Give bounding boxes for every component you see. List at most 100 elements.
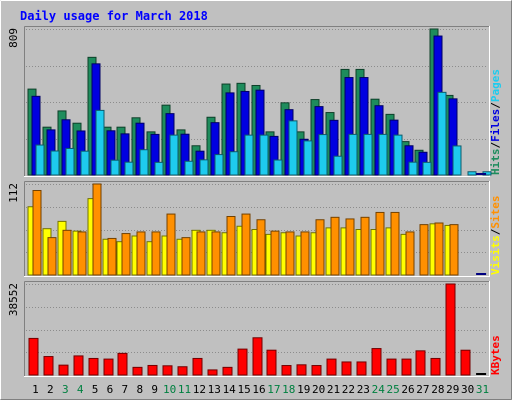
- bar-pages-day-13: [214, 154, 224, 176]
- bar-kbytes-day-25: [386, 358, 397, 376]
- bar-sites-day-10: [166, 213, 176, 276]
- bar-sites-day-16: [256, 219, 266, 276]
- bar-pages-day-25: [393, 134, 403, 176]
- bar-sites-day-19: [300, 231, 310, 276]
- bar-kbytes-day-17: [266, 349, 277, 376]
- bar-kbytes-day-10: [162, 365, 173, 376]
- x-tick-label: 1: [32, 383, 39, 396]
- bar-pages-day-11: [184, 160, 194, 176]
- bar-pages-day-30: [467, 171, 477, 176]
- bar-pages-day-8: [139, 149, 149, 176]
- bar-sites-day-15: [241, 213, 251, 276]
- x-tick-label: 10: [163, 383, 176, 396]
- bar-sites-day-2: [47, 237, 57, 276]
- x-tick-label: 16: [252, 383, 265, 396]
- bar-sites-day-22: [345, 218, 355, 276]
- bar-kbytes-day-5: [88, 357, 99, 376]
- x-tick-label: 7: [122, 383, 129, 396]
- x-tick-label: 15: [237, 383, 250, 396]
- x-tick-label: 20: [312, 383, 325, 396]
- x-tick-label: 23: [357, 383, 370, 396]
- bar-sites-day-14: [226, 216, 236, 276]
- bar-kbytes-day-18: [281, 365, 292, 376]
- bar-sites-day-4: [77, 231, 87, 276]
- bar-sites-day-3: [62, 229, 72, 276]
- legend-files: Files: [489, 109, 502, 142]
- x-tick-label: 24: [372, 383, 386, 396]
- x-tick-label: 28: [431, 383, 444, 396]
- bar-kbytes-day-9: [147, 364, 158, 376]
- bar-sites-day-5: [92, 183, 102, 276]
- x-axis-day-labels: 1 2 3 4 5 6 7 8 9 10 11 12 13 14 15 16 17 18 19 20 21 22 23 24 2…: [32, 383, 489, 396]
- x-tick-label: 17: [267, 383, 280, 396]
- bar-sites-day-11: [181, 237, 191, 276]
- panel-kbytes: 38552 KBytes: [7, 281, 502, 377]
- bar-sites-day-24: [375, 211, 385, 276]
- bar-day-31-marker: [476, 173, 487, 175]
- bar-kbytes-day-11: [177, 366, 188, 376]
- bar-sites-day-21: [330, 216, 340, 276]
- bar-kbytes-day-14: [222, 366, 233, 376]
- x-tick-label: 31: [476, 383, 489, 396]
- bar-kbytes-day-13: [207, 369, 218, 376]
- bar-sites-day-12: [196, 231, 206, 276]
- bar-kbytes-day-8: [132, 366, 143, 376]
- bar-kbytes-day-24: [371, 348, 382, 376]
- bar-pages-day-9: [154, 161, 164, 176]
- x-tick-label: 6: [107, 383, 114, 396]
- bar-pages-day-29: [452, 145, 462, 176]
- x-tick-label: 21: [327, 383, 340, 396]
- bar-pages-day-21: [333, 155, 343, 176]
- bar-sites-day-18: [285, 231, 295, 276]
- bar-kbytes-day-2: [43, 356, 54, 376]
- legend-hits: Hits: [489, 149, 502, 176]
- panel-legend: Visits/Sites: [489, 196, 502, 276]
- x-tick-label: 14: [223, 383, 237, 396]
- y-max-label: 112: [7, 183, 20, 203]
- x-tick-label: 12: [193, 383, 206, 396]
- bar-pages-day-17: [273, 159, 283, 176]
- bar-pages-day-26: [408, 161, 418, 176]
- x-tick-label: 3: [62, 383, 69, 396]
- bar-pages-day-18: [288, 120, 298, 176]
- panel-visits_sites: 112 Visits/Sites: [7, 181, 502, 277]
- bar-sites-day-13: [211, 231, 221, 276]
- x-tick-label: 30: [461, 383, 474, 396]
- bar-sites-day-29: [449, 224, 459, 276]
- bar-pages-day-4: [80, 150, 90, 176]
- x-tick-label: 2: [47, 383, 54, 396]
- bar-sites-day-23: [360, 216, 370, 276]
- bar-day-31-marker: [476, 273, 487, 275]
- legend-separator: /: [489, 102, 502, 109]
- bar-pages-day-5: [95, 109, 105, 176]
- bar-kbytes-day-30: [460, 349, 471, 376]
- bar-pages-day-10: [169, 134, 179, 176]
- x-tick-label: 18: [282, 383, 295, 396]
- bar-kbytes-day-7: [117, 352, 128, 376]
- bar-kbytes-day-19: [296, 364, 307, 376]
- x-tick-label: 22: [342, 383, 355, 396]
- legend-kbytes: KBytes: [489, 335, 502, 375]
- bar-sites-day-28: [434, 222, 444, 276]
- bar-kbytes-day-29: [445, 283, 456, 376]
- bar-kbytes-day-15: [237, 348, 248, 376]
- panel-legend: KBytes: [489, 335, 502, 375]
- bar-pages-day-27: [422, 161, 432, 176]
- legend-separator: /: [489, 228, 502, 235]
- bar-pages-day-1: [35, 144, 45, 176]
- y-max-label: 809: [7, 28, 20, 48]
- bar-pages-day-19: [303, 140, 313, 176]
- bar-kbytes-day-28: [430, 357, 441, 376]
- x-tick-label: 9: [151, 383, 158, 396]
- x-tick-label: 11: [178, 383, 191, 396]
- bar-pages-day-23: [363, 133, 373, 176]
- x-tick-label: 13: [208, 383, 221, 396]
- bar-kbytes-day-6: [103, 358, 114, 376]
- bar-sites-day-1: [32, 190, 42, 276]
- bar-kbytes-day-20: [311, 365, 322, 376]
- bar-sites-day-20: [315, 219, 325, 276]
- x-tick-label: 19: [297, 383, 310, 396]
- bar-pages-day-22: [348, 133, 358, 176]
